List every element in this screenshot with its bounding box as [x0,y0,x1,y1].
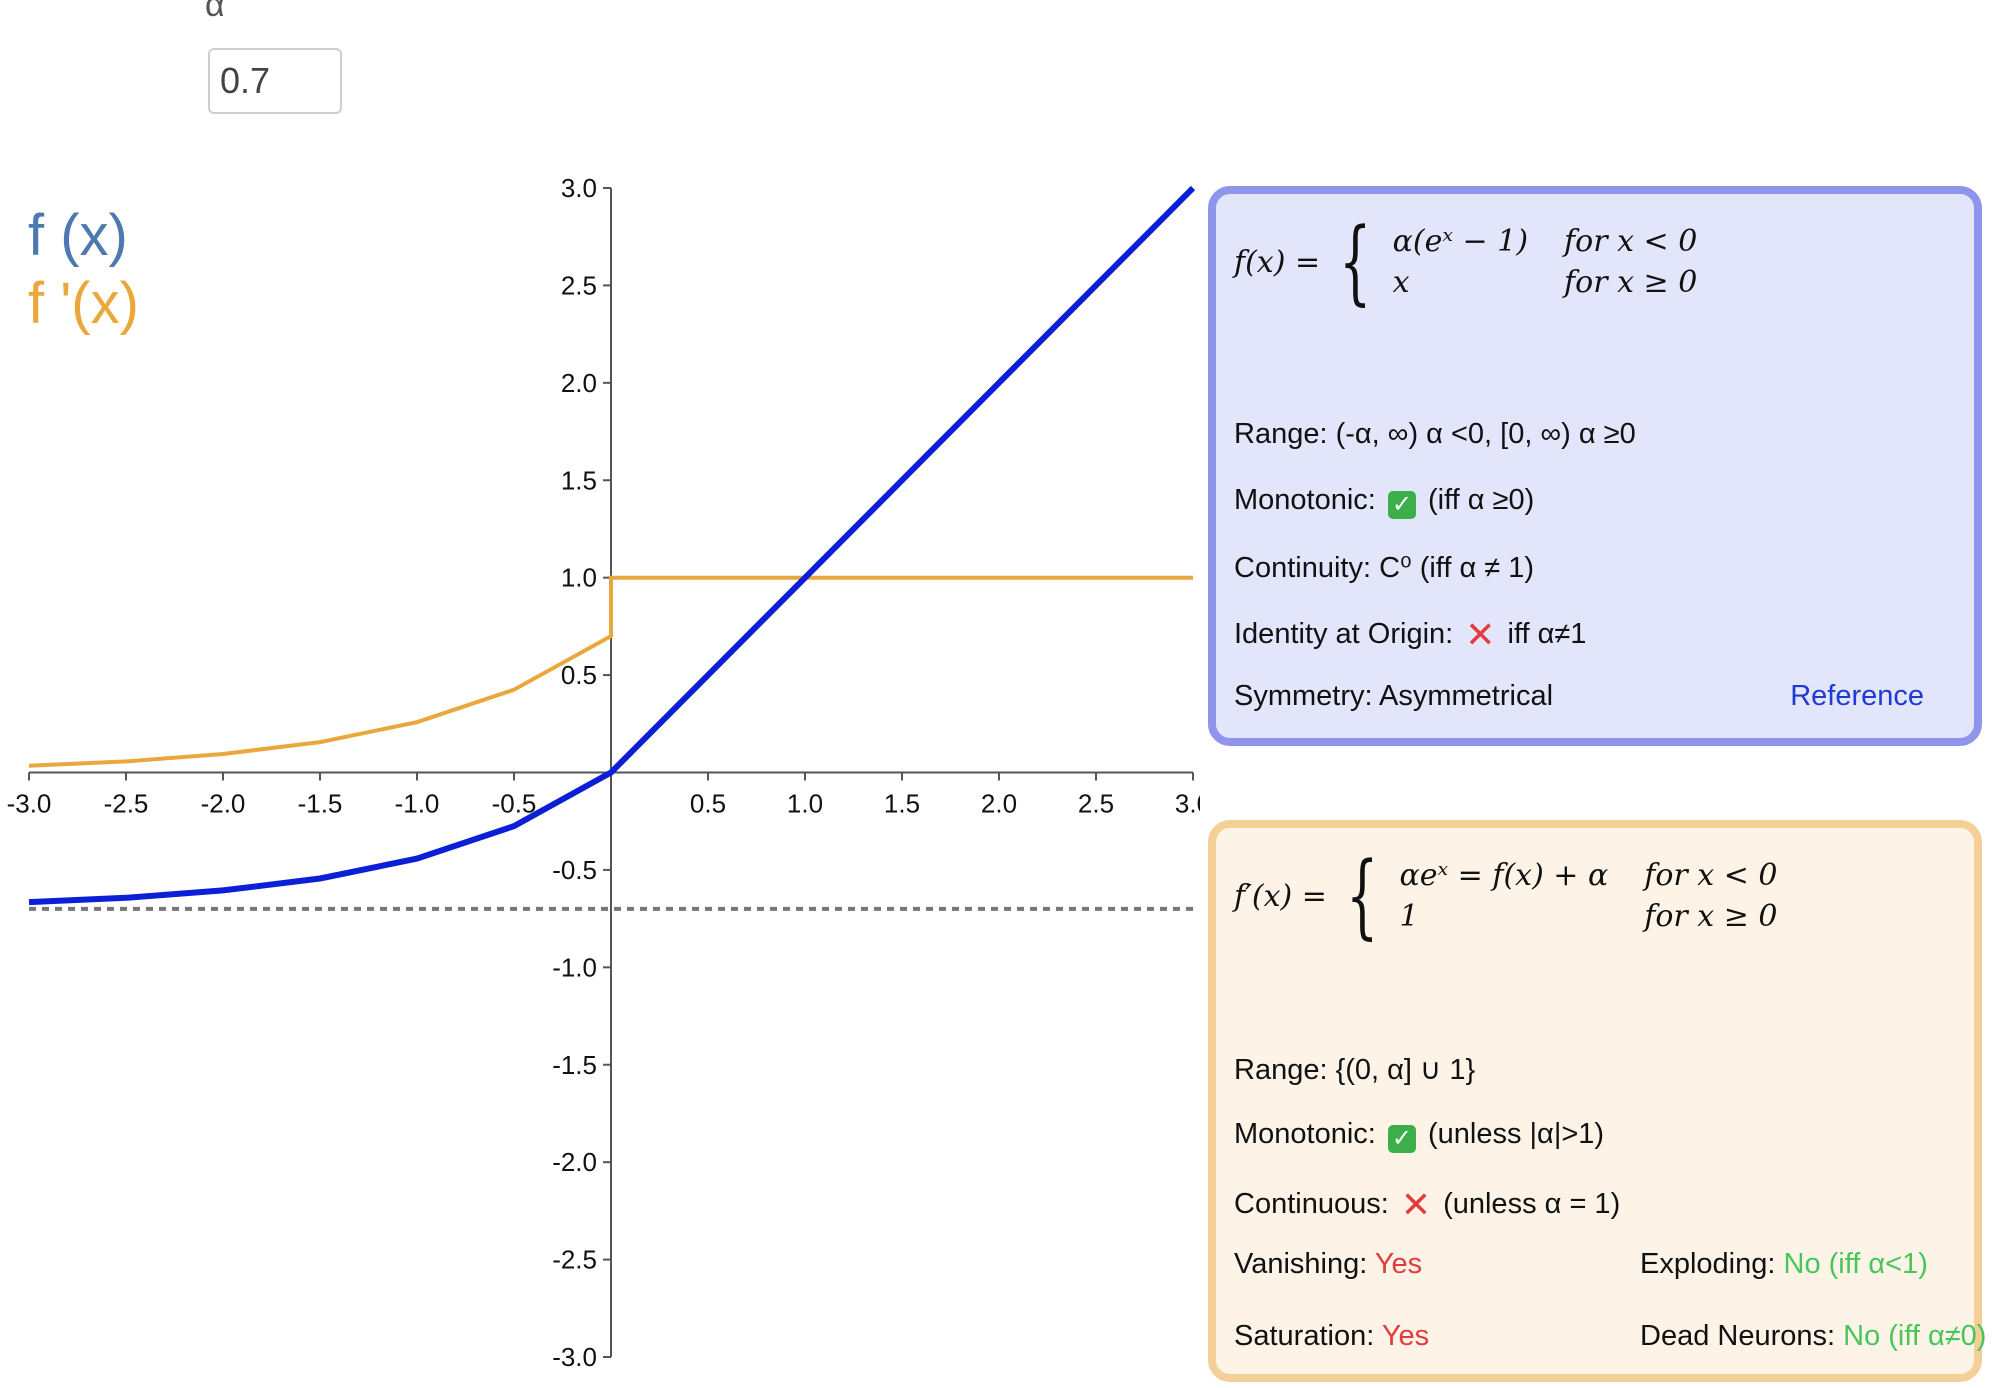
vanishing-value: Yes [1374,1248,1423,1280]
y-tick-label: -2.0 [552,1147,597,1177]
f-formula-brace: { [1339,208,1372,315]
checkmark-icon: ✓ [1387,1125,1416,1153]
f-identity-note: iff α≠1 [1507,618,1587,650]
fprime-case2-expr: 1 [1399,899,1419,934]
f-formula-lhs: f(x) = [1234,244,1321,280]
alpha-label: α [205,0,225,24]
fprime-monotonic-note: (unless |α|>1) [1427,1118,1605,1150]
f-monotonic-note: (iff α ≥0) [1427,484,1535,516]
x-tick-label: 2.5 [1078,789,1114,819]
f-identity-label: Identity at Origin: [1234,618,1454,650]
saturation-value: Yes [1381,1320,1430,1352]
y-tick-label: 0.5 [561,660,597,690]
f-case1-expr: α(eˣ − 1) [1392,224,1529,259]
fprime-case2-cond: for x ≥ 0 [1644,899,1778,934]
x-tick-label: 1.5 [884,789,920,819]
fprime-continuous: Continuous: ✕ (unless α = 1) [1234,1184,1620,1226]
activation-plot: -3.0 -2.5 -2.0 -1.5 -1.0 -0.5 0.5 1.0 1.5 2.0 2.5 3… [7,173,1200,1372]
fprime-range: Range: {(0, α] ∪ 1} [1234,1054,1476,1086]
fprime-vanishing: Vanishing: Yes [1234,1248,1422,1281]
f-monotonic-label: Monotonic: [1234,484,1376,516]
fprime-monotonic: Monotonic: ✓ (unless |α|>1) [1234,1118,1604,1153]
f-formula: f(x) = { α(eˣ − 1) for x < 0 x for x ≥ 0 [1234,216,1697,308]
y-tick-label: 3.0 [561,173,597,203]
f-monotonic: Monotonic: ✓ (iff α ≥0) [1234,484,1534,519]
fprime-properties-panel: f′(x) = { αeˣ = f(x) + α for x < 0 1 for… [1208,820,1986,1382]
fprime-continuous-label: Continuous: [1234,1188,1389,1220]
fprime-curve [28,575,1193,768]
tick-labels: -3.0 -2.5 -2.0 -1.5 -1.0 -0.5 0.5 1.0 1.5 2.0 2.5 3… [7,173,1200,1372]
f-range: Range: (-α, ∞) α <0, [0, ∞) α ≥0 [1234,418,1636,450]
fprime-monotonic-label: Monotonic: [1234,1118,1376,1150]
f-curve [28,185,1196,906]
x-tick-label: 1.0 [787,789,823,819]
plot-lines [28,185,1196,911]
x-tick-label: 3.0 [1175,789,1200,819]
f-symmetry: Symmetry: Asymmetrical [1234,680,1554,712]
x-tick-label: -3.0 [7,789,52,819]
legend-fp: f '(x) [28,271,139,336]
cross-icon: ✕ [1400,1184,1432,1225]
y-tick-label: -1.5 [552,1050,597,1080]
x-tick-label: 0.5 [690,789,726,819]
y-tick-label: 1.5 [561,465,597,495]
x-tick-label: -1.0 [395,789,440,819]
y-tick-label: 1.0 [561,563,597,593]
x-tick-label: 2.0 [981,789,1017,819]
fprime-formula-lhs: f′(x) = [1234,878,1327,914]
y-tick-label: -2.5 [552,1245,597,1275]
x-tick-label: -2.0 [201,789,246,819]
fprime-saturation: Saturation: Yes [1234,1320,1429,1353]
fprime-case1-expr: αeˣ = f(x) + α [1399,858,1609,893]
checkmark-icon: ✓ [1387,491,1416,519]
y-tick-label: 2.5 [561,270,597,300]
dead-neurons-label: Dead Neurons: [1640,1320,1836,1352]
f-properties-panel: f(x) = { α(eˣ − 1) for x < 0 x for x ≥ 0… [1208,186,1982,746]
y-tick-label: -0.5 [552,855,597,885]
saturation-label: Saturation: [1234,1320,1375,1352]
fprime-formula-brace: { [1346,842,1379,949]
x-tick-label: -0.5 [492,789,537,819]
fprime-continuous-note: (unless α = 1) [1443,1188,1621,1220]
f-case1-cond: for x < 0 [1564,224,1698,259]
f-case2-expr: x [1392,265,1410,300]
dead-neurons-value: No (iff α≠0) [1843,1320,1987,1352]
x-tick-label: -1.5 [298,789,343,819]
x-tick-label: -2.5 [104,789,149,819]
fprime-case1-cond: for x < 0 [1644,858,1778,893]
fprime-dead-neurons: Dead Neurons: No (iff α≠0) [1640,1320,1986,1353]
y-tick-label: 2.0 [561,368,597,398]
alpha-input[interactable] [208,48,342,114]
vanishing-label: Vanishing: [1234,1248,1368,1280]
legend-f: f (x) [28,203,128,268]
y-tick-label: -1.0 [552,952,597,982]
exploding-value: No (iff α<1) [1783,1248,1928,1280]
fprime-exploding: Exploding: No (iff α<1) [1640,1248,1928,1281]
f-continuity: Continuity: C⁰ (iff α ≠ 1) [1234,552,1535,584]
cross-icon: ✕ [1465,614,1496,655]
f-case2-cond: for x ≥ 0 [1564,265,1698,300]
exploding-label: Exploding: [1640,1248,1776,1280]
f-identity: Identity at Origin: ✕ iff α≠1 [1234,614,1586,656]
fprime-formula: f′(x) = { αeˣ = f(x) + α for x < 0 1 for… [1234,850,1778,942]
y-tick-label: -3.0 [552,1342,597,1372]
reference-link[interactable]: Reference [1790,680,1924,712]
